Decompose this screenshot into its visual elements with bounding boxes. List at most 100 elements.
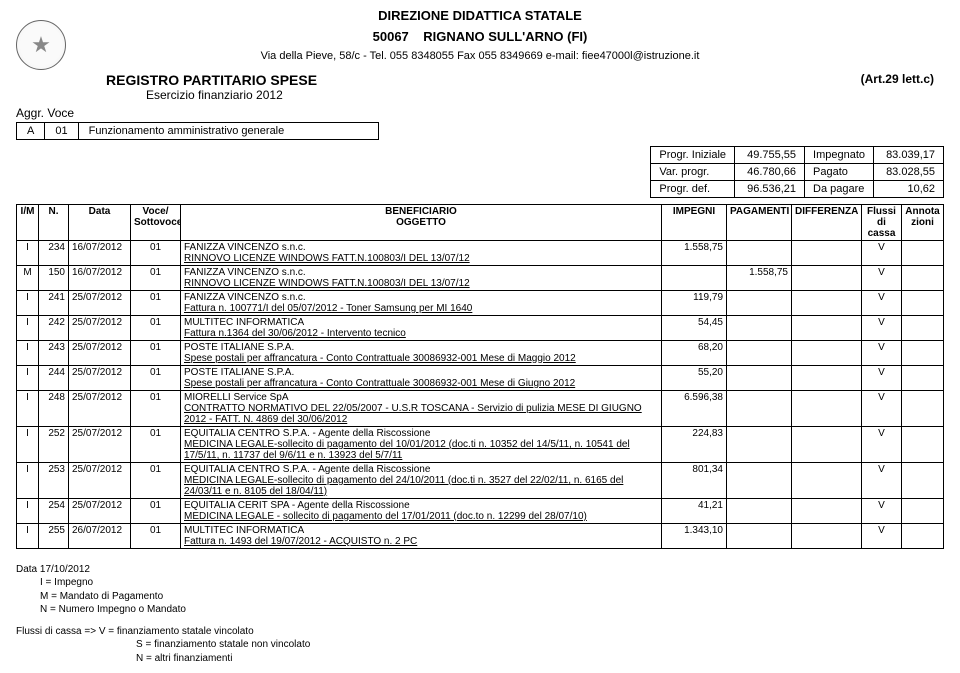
cell-data: 25/07/2012 xyxy=(69,462,131,498)
cell-annota xyxy=(902,426,944,462)
cell-pagamenti xyxy=(727,365,792,390)
cell-flussi: V xyxy=(862,365,902,390)
table-row: I25325/07/201201EQUITALIA CENTRO S.P.A. … xyxy=(17,462,944,498)
cell-differenza xyxy=(792,340,862,365)
cell-flussi: V xyxy=(862,498,902,523)
cell-differenza xyxy=(792,426,862,462)
cell-data: 25/07/2012 xyxy=(69,498,131,523)
table-row: I23416/07/201201FANIZZA VINCENZO s.n.c.R… xyxy=(17,240,944,265)
cell-beneficiario: MIORELLI Service SpACONTRATTO NORMATIVO … xyxy=(181,390,662,426)
col-header-im: I/M xyxy=(17,204,39,240)
aggr-table: A 01 Funzionamento amministrativo genera… xyxy=(16,122,379,140)
summary-label: Pagato xyxy=(805,163,874,180)
cell-differenza xyxy=(792,523,862,548)
summary-value: 49.755,55 xyxy=(735,146,805,163)
summary-label: Impegnato xyxy=(805,146,874,163)
cell-data: 25/07/2012 xyxy=(69,340,131,365)
cell-im: I xyxy=(17,523,39,548)
cell-flussi: V xyxy=(862,240,902,265)
aggr-desc: Funzionamento amministrativo generale xyxy=(78,122,378,139)
cell-pagamenti xyxy=(727,498,792,523)
footer-legend-m: M = Mandato di Pagamento xyxy=(40,590,944,604)
cell-beneficiario: POSTE ITALIANE S.P.A.Spese postali per a… xyxy=(181,340,662,365)
summary-row: Var. progr.46.780,66Pagato83.028,55 xyxy=(651,163,944,180)
cell-n: 254 xyxy=(39,498,69,523)
cell-annota xyxy=(902,315,944,340)
col-header-annota: Annota zioni xyxy=(902,204,944,240)
cell-im: I xyxy=(17,365,39,390)
cell-data: 16/07/2012 xyxy=(69,265,131,290)
cell-differenza xyxy=(792,365,862,390)
col-header-differenza: DIFFERENZA xyxy=(792,204,862,240)
cell-differenza xyxy=(792,390,862,426)
cell-n: 150 xyxy=(39,265,69,290)
cell-flussi: V xyxy=(862,462,902,498)
summary-value: 10,62 xyxy=(874,180,944,197)
cell-beneficiario: FANIZZA VINCENZO s.n.c.RINNOVO LICENZE W… xyxy=(181,265,662,290)
cell-annota xyxy=(902,240,944,265)
cell-voce: 01 xyxy=(131,340,181,365)
table-row: M15016/07/201201FANIZZA VINCENZO s.n.c.R… xyxy=(17,265,944,290)
cell-data: 25/07/2012 xyxy=(69,390,131,426)
cell-impegni: 1.343,10 xyxy=(662,523,727,548)
cell-n: 242 xyxy=(39,315,69,340)
cell-n: 248 xyxy=(39,390,69,426)
footer-flussi-n: N = altri finanziamenti xyxy=(136,652,944,666)
cell-differenza xyxy=(792,240,862,265)
cell-voce: 01 xyxy=(131,462,181,498)
summary-row: Progr. Iniziale49.755,55Impegnato83.039,… xyxy=(651,146,944,163)
col-header-n: N. xyxy=(39,204,69,240)
cell-voce: 01 xyxy=(131,290,181,315)
table-row: I24225/07/201201MULTITEC INFORMATICAFatt… xyxy=(17,315,944,340)
cell-impegni: 1.558,75 xyxy=(662,240,727,265)
cell-beneficiario: EQUITALIA CENTRO S.P.A. - Agente della R… xyxy=(181,426,662,462)
cell-differenza xyxy=(792,265,862,290)
cell-impegni: 68,20 xyxy=(662,340,727,365)
cell-pagamenti xyxy=(727,390,792,426)
summary-label: Var. progr. xyxy=(651,163,735,180)
art-reference: (Art.29 lett.c) xyxy=(861,72,934,86)
cell-impegni: 801,34 xyxy=(662,462,727,498)
cell-impegni xyxy=(662,265,727,290)
cell-voce: 01 xyxy=(131,265,181,290)
footer-flussi-v: V = finanziamento statale vincolato xyxy=(99,626,254,637)
page-header: ★ DIREZIONE DIDATTICA STATALE 50067 RIGN… xyxy=(16,8,944,198)
registro-title: REGISTRO PARTITARIO SPESE xyxy=(106,72,317,88)
table-row: I24325/07/201201POSTE ITALIANE S.P.A.Spe… xyxy=(17,340,944,365)
aggr-code-num: 01 xyxy=(45,122,78,139)
footer-date: Data 17/10/2012 xyxy=(16,563,944,577)
cell-impegni: 119,79 xyxy=(662,290,727,315)
cell-voce: 01 xyxy=(131,498,181,523)
summary-value: 96.536,21 xyxy=(735,180,805,197)
cell-flussi: V xyxy=(862,290,902,315)
cell-n: 255 xyxy=(39,523,69,548)
cell-annota xyxy=(902,523,944,548)
cell-impegni: 54,45 xyxy=(662,315,727,340)
footer-flussi-s: S = finanziamento statale non vincolato xyxy=(136,638,944,652)
cell-annota xyxy=(902,498,944,523)
col-header-impegni: IMPEGNI xyxy=(662,204,727,240)
cell-impegni: 41,21 xyxy=(662,498,727,523)
org-place: RIGNANO SULL'ARNO (FI) xyxy=(423,29,587,44)
cell-annota xyxy=(902,462,944,498)
cell-voce: 01 xyxy=(131,315,181,340)
footer-legend-i: I = Impegno xyxy=(40,576,944,590)
table-row: I25225/07/201201EQUITALIA CENTRO S.P.A. … xyxy=(17,426,944,462)
cell-beneficiario: FANIZZA VINCENZO s.n.c.RINNOVO LICENZE W… xyxy=(181,240,662,265)
cell-beneficiario: FANIZZA VINCENZO s.n.c.Fattura n. 100771… xyxy=(181,290,662,315)
col-header-pagamenti: PAGAMENTI xyxy=(727,204,792,240)
cell-annota xyxy=(902,390,944,426)
cell-pagamenti xyxy=(727,426,792,462)
cell-beneficiario: POSTE ITALIANE S.P.A.Spese postali per a… xyxy=(181,365,662,390)
org-title-line2: 50067 RIGNANO SULL'ARNO (FI) xyxy=(16,29,944,46)
main-data-table: I/M N. Data Voce/ Sottovoce BENEFICIARIO… xyxy=(16,204,944,549)
cell-im: I xyxy=(17,240,39,265)
cell-im: I xyxy=(17,426,39,462)
cell-pagamenti xyxy=(727,240,792,265)
cell-beneficiario: EQUITALIA CERIT SPA - Agente della Risco… xyxy=(181,498,662,523)
summary-table: Progr. Iniziale49.755,55Impegnato83.039,… xyxy=(650,146,944,198)
cell-n: 252 xyxy=(39,426,69,462)
cell-data: 25/07/2012 xyxy=(69,290,131,315)
cell-differenza xyxy=(792,315,862,340)
table-row: I24125/07/201201FANIZZA VINCENZO s.n.c.F… xyxy=(17,290,944,315)
